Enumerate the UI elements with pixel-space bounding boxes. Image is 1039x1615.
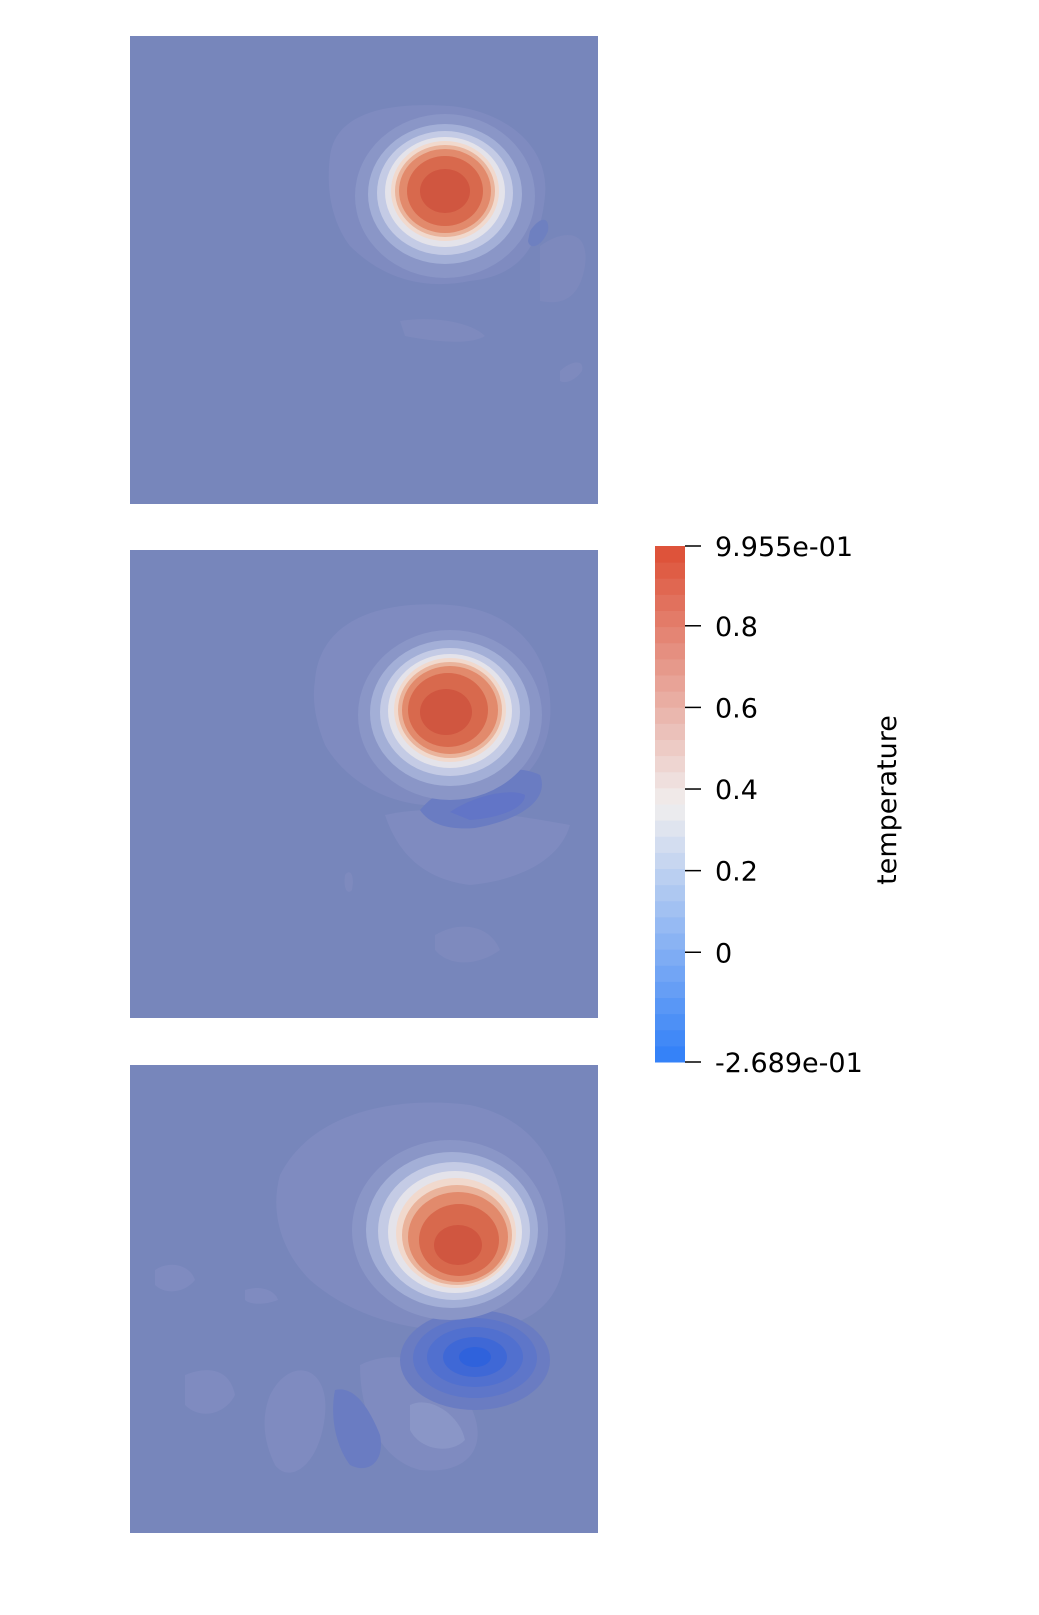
colorbar-band xyxy=(655,675,685,692)
temperature-field-panel-1 xyxy=(130,36,598,504)
colorbar-band xyxy=(655,1013,685,1031)
colorbar-band xyxy=(655,949,685,966)
colorbar-band xyxy=(655,755,685,773)
colorbar-svg: 0.8 0.6 0.4 0.2 0 9.955e-01 -2.689e-01 tempe… xyxy=(655,532,903,1079)
colorbar-ticks: 0.8 0.6 0.4 0.2 0 xyxy=(685,545,758,1063)
colorbar-band xyxy=(655,642,685,660)
panel-1-svg xyxy=(130,36,598,504)
panel-2-cool-core xyxy=(450,792,525,820)
colorbar-band xyxy=(655,658,685,676)
colorbar-band xyxy=(655,771,685,789)
colorbar-band xyxy=(655,820,685,837)
colorbar-band xyxy=(655,933,685,950)
colorbar-band xyxy=(655,707,685,724)
colorbar-band xyxy=(655,546,685,563)
panel-1-cool-blob xyxy=(528,219,549,247)
colorbar-band xyxy=(655,900,685,918)
colorbar-band xyxy=(655,562,685,579)
colorbar-band xyxy=(655,868,685,886)
panel-2-speck xyxy=(344,872,353,892)
panel-3-svg xyxy=(130,1065,598,1533)
colorbar-band xyxy=(655,723,685,740)
colorbar-band xyxy=(655,965,685,982)
panel-3-left-speck xyxy=(245,1288,278,1304)
colorbar-band xyxy=(655,981,685,998)
colorbar-band xyxy=(655,836,685,853)
temperature-field-panel-3 xyxy=(130,1065,598,1533)
panel-2-wake xyxy=(385,809,570,885)
colorbar-band xyxy=(655,916,685,934)
panel-1-streak xyxy=(400,319,485,342)
colorbar-band xyxy=(655,997,685,1015)
colorbar-band xyxy=(655,610,685,628)
panel-3-lower-cool xyxy=(333,1389,381,1469)
colorbar-tick-label: 0 xyxy=(715,938,732,969)
colorbar-band xyxy=(655,804,685,821)
panel-1-background xyxy=(130,36,598,504)
panel-3-lower-left-plume xyxy=(264,1370,326,1473)
panel-3-left-blob xyxy=(155,1264,195,1292)
colorbar-band xyxy=(655,787,685,805)
colorbar-bands xyxy=(655,546,685,1063)
panel-1-speck xyxy=(560,362,583,383)
colorbar-band xyxy=(655,884,685,902)
temperature-field-panel-2 xyxy=(130,550,598,1018)
colorbar-band xyxy=(655,594,685,611)
colorbar-band xyxy=(655,691,685,708)
panel-3-left-blob-2 xyxy=(185,1370,235,1414)
panel-2-lower-blob xyxy=(435,926,500,963)
colorbar-band xyxy=(655,1045,685,1063)
panel-2-svg xyxy=(130,550,598,1018)
colorbar-tick-label: 0.2 xyxy=(715,857,758,888)
colorbar: 0.8 0.6 0.4 0.2 0 9.955e-01 -2.689e-01 tempe… xyxy=(640,530,940,1090)
colorbar-band xyxy=(655,1029,685,1047)
colorbar-min-label: -2.689e-01 xyxy=(715,1048,863,1079)
colorbar-band xyxy=(655,739,685,757)
colorbar-tick-label: 0.4 xyxy=(715,775,758,806)
colorbar-title: temperature xyxy=(872,715,903,885)
colorbar-band xyxy=(655,578,685,595)
panel-1-tail-right xyxy=(540,234,586,303)
colorbar-band xyxy=(655,626,685,644)
colorbar-band xyxy=(655,852,685,869)
panel-3-core xyxy=(434,1225,482,1265)
colorbar-tick-label: 0.6 xyxy=(715,693,758,724)
panel-3-cold-core xyxy=(459,1347,491,1367)
colorbar-max-label: 9.955e-01 xyxy=(715,532,853,563)
panel-3-lower-warm xyxy=(410,1402,465,1449)
panel-2-core xyxy=(420,689,472,735)
colorbar-tick-label: 0.8 xyxy=(715,612,758,643)
panel-1-core xyxy=(420,169,470,213)
